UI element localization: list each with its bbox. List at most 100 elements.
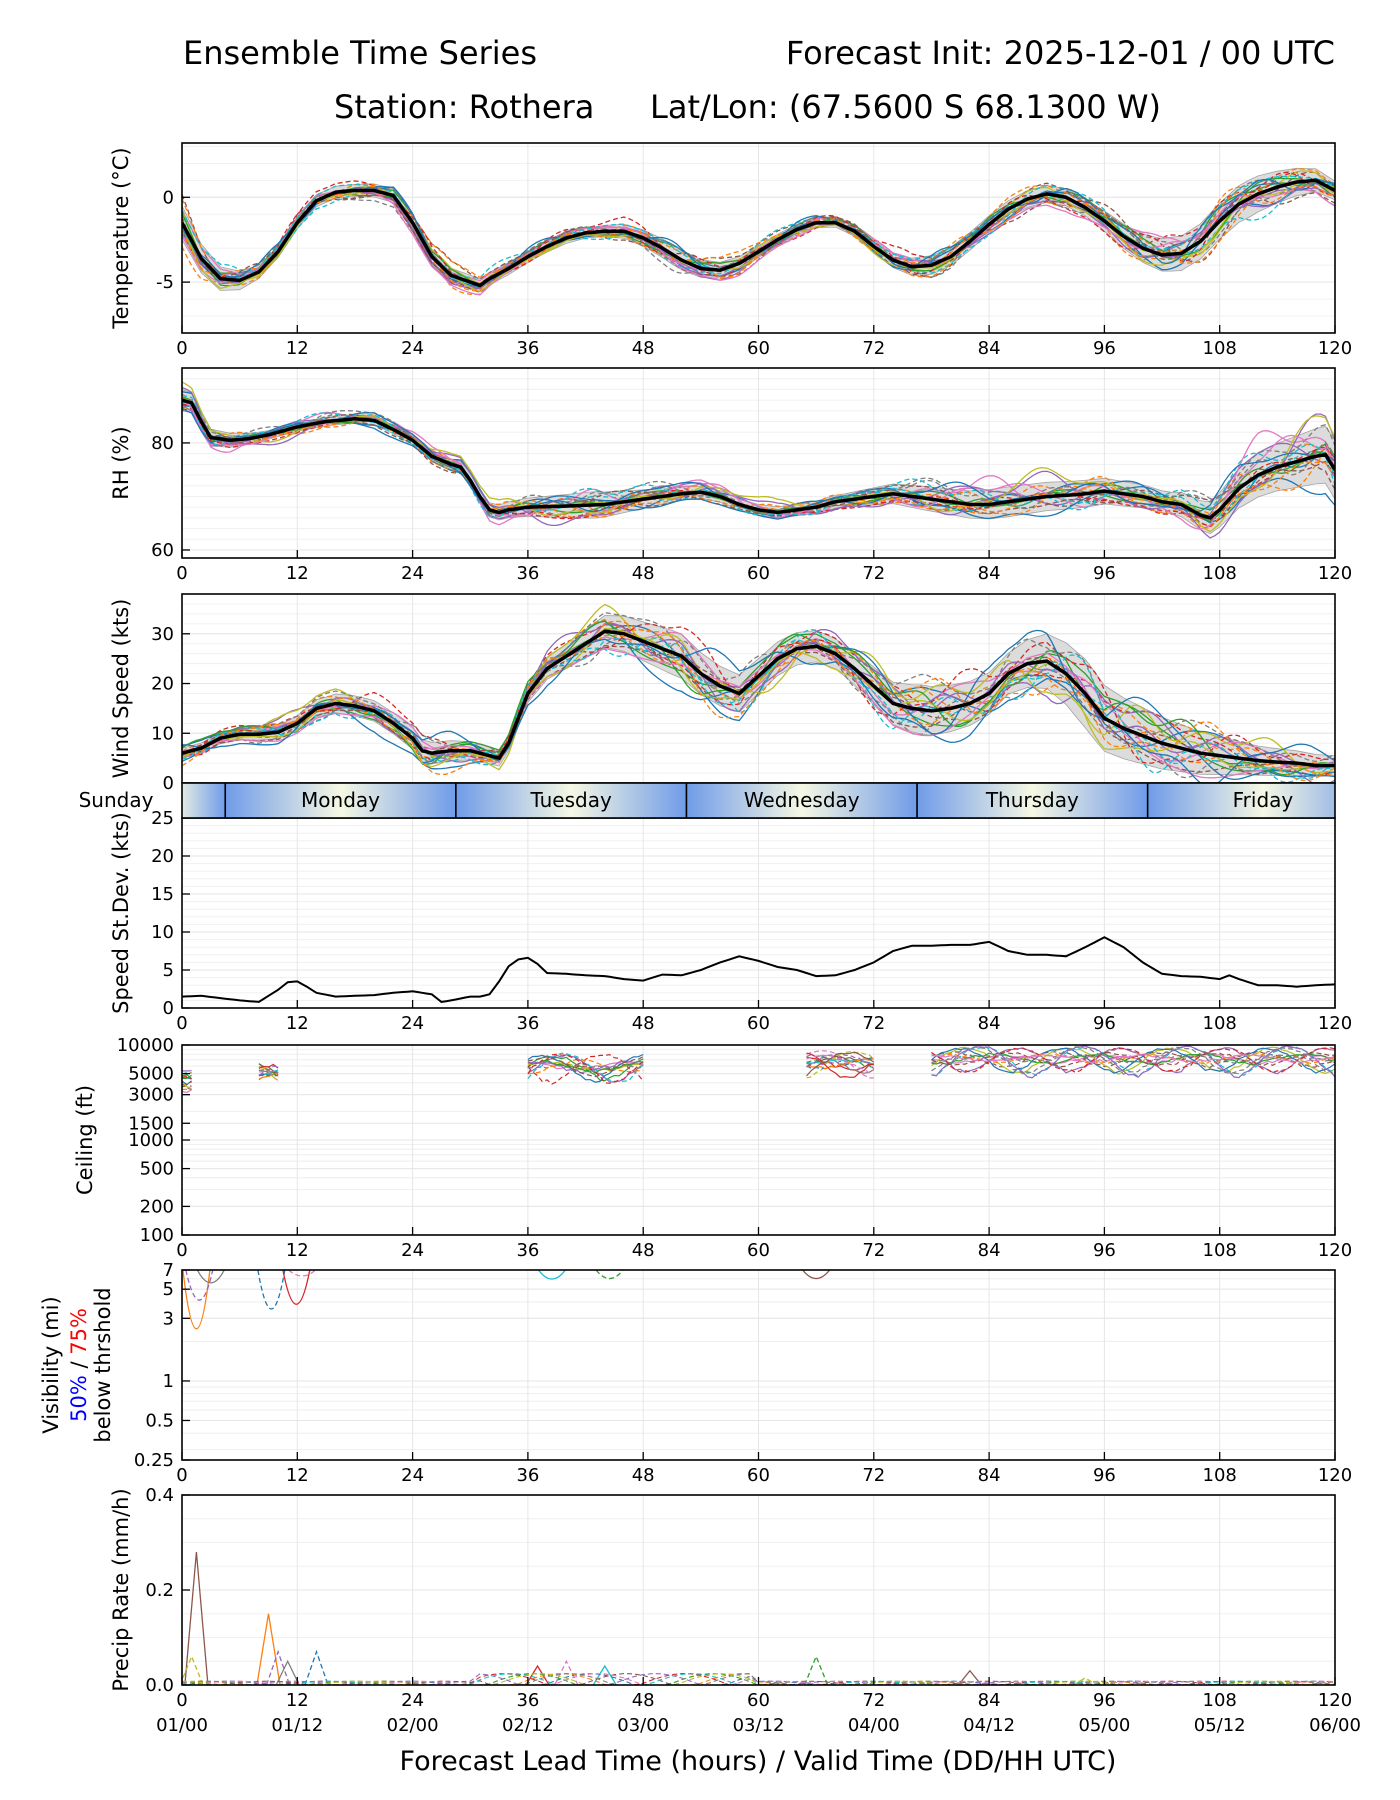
ceiling-member bbox=[931, 1045, 1335, 1079]
ceiling-member bbox=[258, 1066, 279, 1082]
day-segment bbox=[182, 783, 226, 818]
x-tick-label-ceiling: 36 bbox=[516, 1240, 539, 1261]
ceiling-member bbox=[527, 1061, 644, 1072]
x-tick-label-ceiling: 24 bbox=[401, 1240, 424, 1261]
x-tick-label-precip: 36 bbox=[516, 1690, 539, 1711]
x-tick-label-precip: 24 bbox=[401, 1690, 424, 1711]
y-label-wind: Wind Speed (kts) bbox=[109, 599, 133, 779]
ceiling-member bbox=[931, 1047, 1335, 1074]
day-band: Sunday Monday Tuesday Wednesday Thursday Frid… bbox=[79, 782, 1336, 819]
ensemble-member-rh bbox=[182, 381, 1335, 533]
plot-area-vis bbox=[182, 1270, 831, 1330]
x-tick-label-precip: 120 bbox=[1318, 1690, 1352, 1711]
x-tick-label-temp: 36 bbox=[516, 338, 539, 359]
y-tick-label-ceiling: 5000 bbox=[128, 1064, 174, 1085]
x-tick-label-sdev: 12 bbox=[286, 1013, 309, 1034]
precip-spike bbox=[265, 1649, 291, 1685]
ceiling-member bbox=[806, 1054, 875, 1070]
day-label-wednesday: Wednesday bbox=[744, 788, 860, 812]
y-tick-label-wind: 20 bbox=[151, 674, 174, 695]
ceiling-member bbox=[258, 1073, 279, 1077]
x-tick-label-temp: 84 bbox=[978, 338, 1001, 359]
x-tick-label-ceiling: 108 bbox=[1203, 1240, 1237, 1261]
x-tick-label-sdev: 96 bbox=[1093, 1013, 1116, 1034]
visibility-dip bbox=[595, 1270, 624, 1280]
ceiling-member bbox=[806, 1054, 875, 1074]
y-tick-label-ceiling: 100 bbox=[140, 1225, 174, 1246]
y-label-ceiling: Ceiling (ft) bbox=[73, 1085, 97, 1195]
ensemble-member-wind bbox=[182, 619, 1335, 768]
x-tick-label-ceiling: 48 bbox=[632, 1240, 655, 1261]
valid-time-label: 04/00 bbox=[848, 1715, 900, 1736]
visibility-dip bbox=[802, 1270, 831, 1280]
x-tick-label-vis: 120 bbox=[1318, 1465, 1352, 1486]
x-tick-label-temp: 48 bbox=[632, 338, 655, 359]
y-tick-label-ceiling: 1500 bbox=[128, 1113, 174, 1134]
ceiling-member bbox=[527, 1059, 644, 1075]
visibility-dip bbox=[537, 1270, 566, 1280]
ensemble-member-wind bbox=[182, 629, 1335, 775]
y-tick-label-vis: 5 bbox=[163, 1279, 174, 1300]
ceiling-member bbox=[806, 1058, 874, 1070]
visibility-dip bbox=[257, 1270, 286, 1310]
y-label-temp: Temperature (°C) bbox=[109, 147, 133, 329]
x-tick-label-rh: 48 bbox=[632, 563, 655, 584]
precip-spike bbox=[182, 1654, 204, 1685]
visibility-dip bbox=[282, 1270, 311, 1305]
precip-spike bbox=[957, 1669, 982, 1685]
ensemble-member-wind bbox=[182, 623, 1335, 765]
precip-spike bbox=[804, 1654, 829, 1685]
valid-time-label: 04/12 bbox=[963, 1715, 1015, 1736]
y-tick-label-temp: 0 bbox=[163, 187, 174, 208]
precip-member bbox=[182, 1673, 1335, 1685]
x-tick-label-rh: 72 bbox=[862, 563, 885, 584]
x-tick-label-vis: 108 bbox=[1203, 1465, 1237, 1486]
x-tick-label-vis: 36 bbox=[516, 1465, 539, 1486]
ensemble-member-wind bbox=[182, 629, 1335, 783]
ensemble-mean-temp bbox=[182, 178, 1335, 288]
x-tick-label-vis: 84 bbox=[978, 1465, 1001, 1486]
y-tick-label-sdev: 15 bbox=[151, 884, 174, 905]
x-tick-label-ceiling: 84 bbox=[978, 1240, 1001, 1261]
x-tick-label-sdev: 60 bbox=[747, 1013, 770, 1034]
panel-temp: 0 -5 0 12 24 36 48 60 72 84 96 108 120 Temperature (°… bbox=[109, 142, 1352, 359]
y-label-sdev: Speed St.Dev. (kts) bbox=[109, 812, 133, 1014]
ceiling-member bbox=[182, 1089, 192, 1094]
ceiling-member bbox=[182, 1076, 192, 1079]
plot-area-sdev bbox=[182, 936, 1335, 1003]
ensemble-member-temp bbox=[182, 185, 1335, 292]
y-tick-label-sdev: 5 bbox=[163, 960, 174, 981]
x-tick-label-ceiling: 0 bbox=[176, 1240, 187, 1261]
y-tick-label-wind: 0 bbox=[163, 773, 174, 794]
x-tick-label-temp: 24 bbox=[401, 338, 424, 359]
plot-area-temp bbox=[182, 167, 1335, 296]
panel-precip: 0.0 0.2 0.4 0 01/00 12 01/12 24 02/00 36 02/12 48 03… bbox=[109, 1485, 1361, 1736]
x-tick-label-vis: 0 bbox=[176, 1465, 187, 1486]
day-label-thursday: Thursday bbox=[985, 788, 1079, 812]
latlon-label: Lat/Lon: (67.5600 S 68.1300 W) bbox=[650, 88, 1161, 126]
day-band-fills bbox=[182, 783, 1335, 818]
y-tick-label-vis: 0.5 bbox=[145, 1410, 174, 1431]
x-tick-label-rh: 0 bbox=[176, 563, 187, 584]
ensemble-mean-rh bbox=[182, 398, 1335, 520]
y-tick-label-ceiling: 1000 bbox=[128, 1130, 174, 1151]
precip-member bbox=[182, 1673, 1335, 1685]
x-tick-label-precip: 84 bbox=[978, 1690, 1001, 1711]
precip-spike bbox=[304, 1649, 329, 1685]
grid-ceiling bbox=[181, 1044, 1336, 1236]
x-tick-label-temp: 0 bbox=[176, 338, 187, 359]
y-label-vis: Visibility (mi) bbox=[39, 1296, 63, 1433]
x-tick-label-rh: 96 bbox=[1093, 563, 1116, 584]
plot-area-ceiling bbox=[182, 1045, 1335, 1094]
ceiling-member bbox=[931, 1054, 1335, 1063]
day-segment bbox=[686, 783, 918, 818]
y-label-precip: Precip Rate (mm/h) bbox=[109, 1488, 133, 1691]
ceiling-member bbox=[806, 1051, 875, 1079]
ceiling-member bbox=[806, 1058, 874, 1065]
x-tick-label-ceiling: 120 bbox=[1318, 1240, 1352, 1261]
panel-sdev: 0 5 10 15 20 25 0 12 24 36 48 60 72 84 96 108 120 Speed S… bbox=[109, 808, 1352, 1034]
ceiling-member bbox=[931, 1051, 1335, 1068]
ceiling-member bbox=[182, 1081, 192, 1090]
x-tick-label-temp: 12 bbox=[286, 338, 309, 359]
x-tick-label-precip: 60 bbox=[747, 1690, 770, 1711]
